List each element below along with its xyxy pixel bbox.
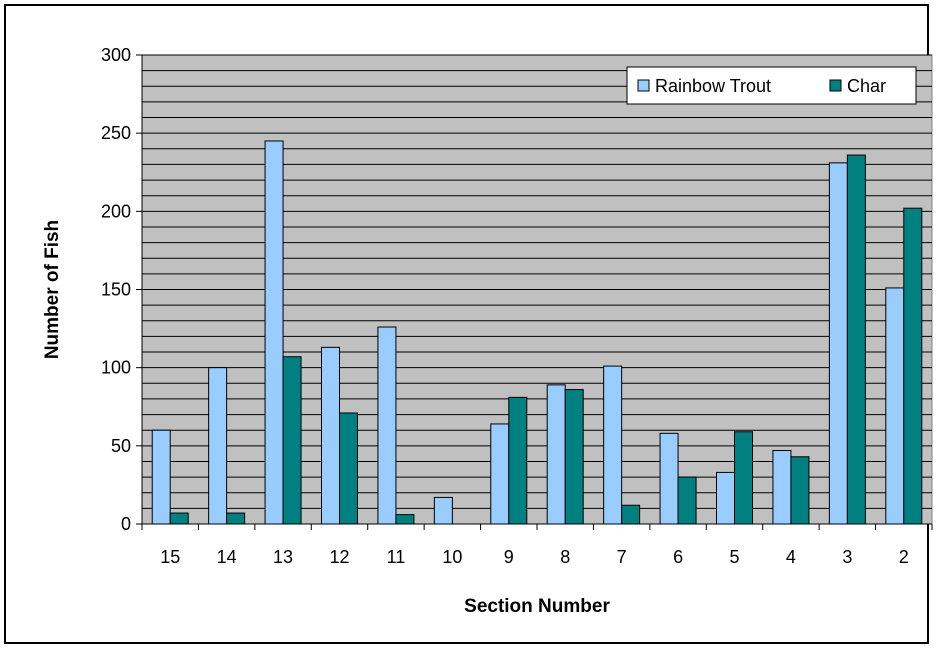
bar-char-11 — [395, 514, 415, 525]
bar-rainbow-trout-5 — [716, 471, 735, 525]
legend-swatch-rainbow-trout — [637, 79, 650, 92]
x-tick-label: 3 — [842, 547, 852, 567]
bar-char-13 — [282, 356, 302, 525]
x-tick-label: 10 — [442, 547, 462, 567]
bar-rainbow-trout-11 — [377, 326, 397, 525]
x-axis-title: Section Number — [464, 596, 610, 617]
y-tick-labels: 0 50 100 150 200 250 300 — [101, 45, 131, 534]
bars — [151, 140, 923, 525]
legend-swatch-char — [829, 79, 842, 92]
bar-char-15 — [169, 512, 189, 525]
x-tick-label: 2 — [899, 547, 909, 567]
bar-char-2 — [903, 207, 923, 525]
bar-rainbow-trout-4 — [772, 450, 792, 525]
x-tick-label: 14 — [217, 547, 237, 567]
bar-rainbow-trout-7 — [603, 365, 623, 525]
bar-char-5 — [734, 431, 753, 525]
x-tick-label: 9 — [504, 547, 514, 567]
bar-rainbow-trout-3 — [828, 162, 848, 525]
axes — [136, 54, 933, 530]
x-tick-label: 7 — [617, 547, 627, 567]
bar-char-3 — [846, 154, 866, 525]
legend-label-char: Char — [847, 76, 886, 96]
legend-label-rainbow-trout: Rainbow Trout — [655, 76, 771, 96]
bar-rainbow-trout-6 — [659, 432, 679, 525]
bar-char-14 — [226, 512, 246, 525]
bar-rainbow-trout-13 — [264, 140, 284, 525]
legend: Rainbow Trout Char — [626, 66, 917, 105]
x-tick-labels: 15 14 13 12 11 10 9 8 7 6 5 4 3 2 — [160, 547, 909, 567]
x-tick-label: 15 — [160, 547, 180, 567]
bar-rainbow-trout-10 — [433, 496, 453, 525]
x-tick-label: 13 — [273, 547, 293, 567]
bar-char-12 — [339, 412, 358, 525]
bar-char-9 — [508, 396, 528, 525]
bar-rainbow-trout-9 — [490, 423, 510, 525]
x-tick-label: 4 — [786, 547, 796, 567]
bar-char-7 — [621, 504, 641, 525]
y-tick-label: 250 — [101, 123, 131, 143]
bar-char-6 — [677, 476, 697, 525]
x-tick-label: 6 — [673, 547, 683, 567]
x-tick-label: 8 — [560, 547, 570, 567]
y-tick-label: 150 — [101, 280, 131, 300]
bar-char-4 — [790, 456, 810, 525]
y-tick-label: 200 — [101, 201, 131, 221]
bar-char-8 — [564, 389, 584, 525]
y-axis-title: Number of Fish — [42, 220, 63, 359]
bar-rainbow-trout-2 — [885, 287, 905, 525]
legend-box — [626, 66, 917, 105]
y-tick-label: 0 — [121, 514, 131, 534]
y-tick-label: 50 — [111, 436, 131, 456]
y-tick-label: 100 — [101, 358, 131, 378]
x-tick-label: 11 — [387, 547, 406, 567]
bar-rainbow-trout-15 — [151, 429, 171, 525]
y-tick-label: 300 — [101, 45, 131, 65]
bar-rainbow-trout-8 — [546, 384, 566, 525]
bar-rainbow-trout-12 — [321, 346, 340, 525]
x-tick-label: 5 — [729, 547, 739, 567]
x-tick-label: 12 — [329, 547, 349, 567]
bar-rainbow-trout-14 — [208, 367, 228, 525]
